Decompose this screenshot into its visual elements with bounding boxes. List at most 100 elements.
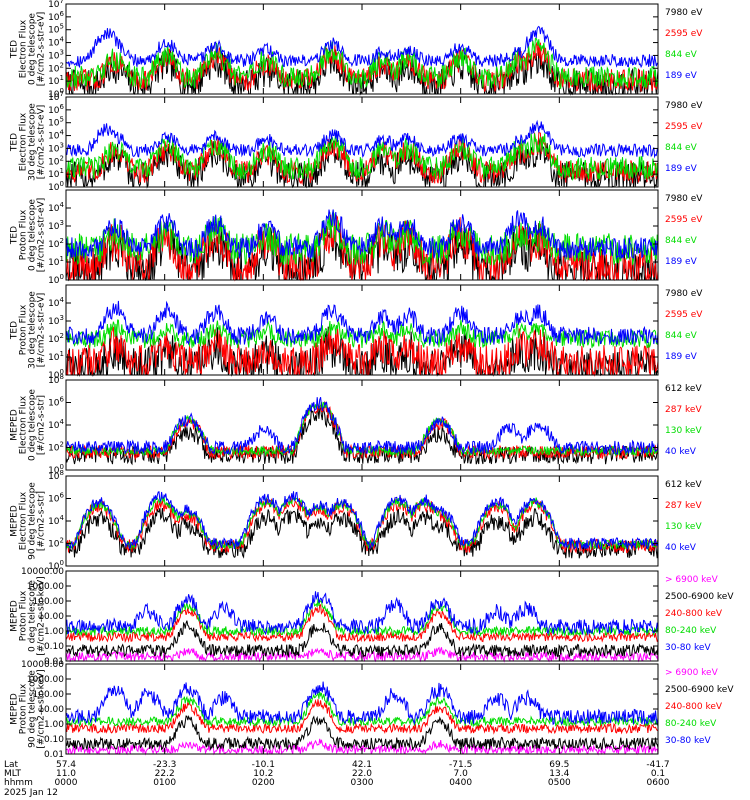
x-row-value: -41.7 (646, 760, 669, 770)
y-axis-label: [#/cm2-s-str-eV] (37, 293, 47, 368)
y-axis-label: [#/cm2-s-str-keV] (37, 669, 47, 748)
panel-7: 0.01 0.10 1.00 10.00 100.00 1000.00 10000.00 ME… (10, 567, 735, 667)
x-row-value: 0500 (548, 778, 571, 788)
y-tick-label: 100.00 (33, 690, 65, 700)
y-tick-label: 10.00 (38, 612, 64, 622)
y-axis-label: 90 deg telescope (28, 670, 38, 748)
legend-entry: 844 eV (665, 331, 698, 341)
y-tick-label: 101 (48, 74, 64, 87)
y-axis-label: [#/cm2-s-str-keV] (37, 576, 47, 655)
x-row-value: -10.1 (252, 760, 275, 770)
y-axis-label: TED (10, 40, 20, 59)
y-axis-label: Electron Flux (19, 491, 29, 550)
y-tick-label: 102 (48, 237, 64, 250)
x-row-value: 7.0 (454, 769, 469, 779)
y-axis-label: TED (10, 133, 20, 152)
y-tick-label: 104 (48, 418, 64, 431)
panel-6: 100 102 104 106 108 MEPED Electron Flux 90 deg … (10, 469, 703, 572)
panel-3: 100 101 102 103 104 TED Proton Flux 0 deg teles… (10, 189, 703, 286)
y-tick-label: 106 (48, 10, 64, 23)
legend-entry: 189 eV (665, 71, 698, 81)
series-line-240-800-kev (65, 603, 659, 643)
x-row-value: 22.2 (155, 769, 175, 779)
series-line-189-ev (65, 25, 658, 69)
series-line-7980-ev (66, 326, 659, 377)
y-tick-label: 106 (48, 103, 64, 116)
y-tick-label: 101 (48, 167, 64, 180)
x-row-value: 13.4 (549, 769, 569, 779)
series-line-40-kev (65, 397, 659, 455)
y-tick-label: 108 (48, 373, 64, 386)
legend-entry: 287 keV (665, 405, 702, 415)
y-axis-label: 0 deg telescope (28, 13, 38, 85)
legend-entry: 7980 eV (665, 101, 703, 111)
legend-entry: 612 keV (665, 384, 702, 394)
y-axis-label: Electron Flux (19, 19, 29, 78)
legend-entry: 287 keV (665, 501, 702, 511)
legend-entry: 40 keV (665, 543, 697, 553)
y-tick-label: 101 (48, 350, 64, 363)
y-tick-label: 101 (48, 255, 64, 268)
x-row-label: hhmm (4, 778, 33, 788)
y-axis-label: 0 deg telescope (28, 199, 38, 271)
y-tick-label: 100 (48, 180, 64, 193)
y-tick-label: 102 (48, 441, 64, 454)
legend-entry: 130 keV (665, 426, 702, 436)
x-row-value: 11.0 (56, 769, 76, 779)
y-axis-label: Proton Flux (19, 304, 29, 355)
y-axis-label: TED (10, 226, 20, 245)
y-tick-label: 1000.00 (27, 675, 64, 685)
x-row-value: 42.1 (352, 760, 372, 770)
y-axis-label: Proton Flux (19, 590, 29, 641)
legend-entry: 189 eV (665, 352, 698, 362)
y-axis-label: Electron Flux (19, 112, 29, 171)
legend-entry: > 6900 keV (665, 575, 719, 585)
y-tick-label: 103 (48, 314, 64, 327)
x-row-value: 0400 (449, 778, 472, 788)
legend-entry: 40 keV (665, 447, 697, 457)
y-tick-label: 100 (48, 463, 64, 476)
legend-entry: 2500-6900 keV (665, 592, 734, 602)
y-axis-label: 30 deg telescope (28, 103, 38, 181)
y-tick-label: 103 (48, 48, 64, 61)
x-row-value: 57.4 (56, 760, 76, 770)
y-tick-label: 0.10 (44, 642, 64, 652)
y-axis-label: TED (10, 321, 20, 340)
y-axis-label: 0 deg telescope (28, 389, 38, 461)
y-tick-label: 107 (48, 0, 64, 10)
legend-entry: 189 eV (665, 257, 698, 267)
series-line-844-ev (65, 37, 659, 90)
y-axis-label: 0 deg telescope (28, 580, 38, 652)
x-row-value: -71.5 (449, 760, 472, 770)
y-tick-label: 106 (48, 492, 64, 505)
y-axis-label: [#/cm2-s-str] (37, 395, 47, 455)
y-tick-label: 0.01 (44, 657, 64, 667)
y-axis-label: Electron Flux (19, 395, 29, 454)
y-axis-label: [#/cm2-s-str-eV] (37, 198, 47, 273)
y-tick-label: 0.01 (44, 750, 64, 760)
series-line-287-kev (65, 401, 659, 461)
y-tick-label: 105 (48, 23, 64, 36)
y-tick-label: 105 (48, 116, 64, 129)
series-line-30-80-kev (65, 681, 659, 726)
y-tick-label: 102 (48, 537, 64, 550)
y-tick-label: 100.00 (33, 597, 65, 607)
x-row-value: 0200 (252, 778, 275, 788)
y-tick-label: 10000.00 (21, 567, 64, 577)
series-line-189-ev (65, 300, 659, 346)
y-tick-label: 100 (48, 368, 64, 381)
y-axis-label: Proton Flux (19, 683, 29, 734)
x-row-value: 0.1 (651, 769, 665, 779)
y-axis-label: [#/cm2-s-str-eV] (37, 105, 47, 180)
legend-entry: 612 keV (665, 480, 702, 490)
legend-entry: 844 eV (665, 236, 698, 246)
y-axis-label: [#/cm2-s-str] (37, 491, 47, 551)
y-tick-label: 100 (48, 87, 64, 100)
x-row-value: 0600 (647, 778, 670, 788)
y-tick-label: 102 (48, 61, 64, 74)
series-line-612-kev (65, 507, 659, 559)
legend-entry: 2595 eV (665, 310, 703, 320)
x-row-value: 69.5 (549, 760, 569, 770)
legend-entry: 2595 eV (665, 29, 703, 39)
